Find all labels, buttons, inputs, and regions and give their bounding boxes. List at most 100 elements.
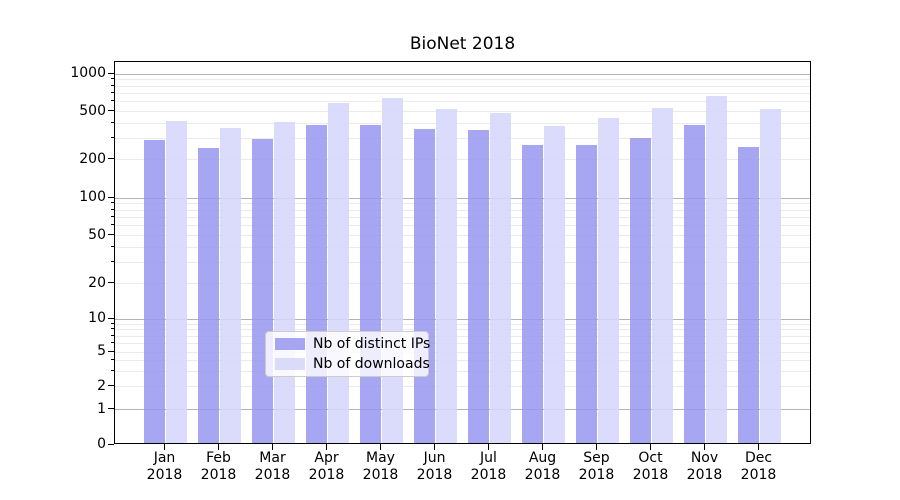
gridline-minor [115, 209, 810, 211]
bar-downloads-feb [219, 128, 242, 443]
x-tick-label: Mar 2018 [254, 450, 291, 483]
gridline-minor [115, 329, 810, 331]
x-tick-mark [218, 444, 219, 450]
plot-area [114, 60, 811, 444]
y-minor-tick-mark [110, 358, 114, 360]
downloads-swatch [275, 358, 305, 370]
bar-distinct-ips-nov [683, 124, 706, 443]
y-minor-tick-mark [110, 224, 114, 226]
y-minor-tick-mark [110, 369, 114, 371]
y-tick-label: 1000 [70, 65, 106, 82]
gridline-minor [115, 342, 810, 344]
chart-title: BioNet 2018 [409, 34, 516, 54]
y-minor-tick-mark [110, 92, 114, 94]
y-minor-tick-mark [110, 84, 114, 86]
bar-distinct-ips-sep [575, 144, 598, 443]
y-tick-label: 5 [97, 343, 106, 359]
x-tick-mark [704, 444, 705, 450]
x-tick-label: Apr 2018 [308, 450, 345, 483]
bar-distinct-ips-dec [737, 147, 760, 443]
y-tick-mark [108, 234, 114, 236]
y-tick-label: 1 [97, 400, 106, 417]
x-tick-label: Aug 2018 [524, 450, 561, 483]
y-minor-tick-mark [110, 121, 114, 123]
y-tick-mark [108, 317, 114, 319]
gridline-minor [115, 359, 810, 361]
y-tick-label: 100 [79, 189, 106, 206]
y-tick-mark [108, 196, 114, 198]
bar-downloads-oct [651, 108, 674, 443]
gridline-minor [115, 261, 810, 263]
gridline-minor [115, 93, 810, 95]
x-tick-label: Jan 2018 [146, 450, 183, 483]
x-tick-label: Dec 2018 [740, 450, 777, 483]
bar-downloads-jan [165, 121, 188, 443]
bar-downloads-jul [489, 112, 512, 443]
y-tick-mark [108, 158, 114, 160]
bar-distinct-ips-aug [521, 144, 544, 443]
y-tick-label: 0 [97, 436, 106, 452]
bar-distinct-ips-may [359, 125, 382, 443]
gridline-minor [115, 235, 810, 237]
bar-downloads-sep [597, 117, 620, 443]
x-tick-mark [272, 444, 273, 450]
x-tick-label: May 2018 [362, 450, 399, 483]
y-minor-tick-mark [110, 334, 114, 336]
x-tick-mark [758, 444, 759, 450]
bar-downloads-apr [327, 102, 350, 443]
x-tick-mark [380, 444, 381, 450]
y-minor-tick-mark [110, 260, 114, 262]
gridline-minor [115, 246, 810, 248]
x-tick-mark [164, 444, 165, 450]
bar-downloads-dec [759, 109, 782, 443]
gridline-minor [115, 283, 810, 285]
bar-distinct-ips-jun [413, 129, 436, 443]
bar-distinct-ips-oct [629, 138, 652, 443]
y-tick-label: 10 [88, 310, 106, 327]
x-tick-label: Sep 2018 [578, 450, 615, 483]
legend: Nb of distinct IPs Nb of downloads [265, 331, 430, 377]
y-minor-tick-mark [110, 202, 114, 204]
gridline-minor [115, 323, 810, 325]
gridline-minor [115, 111, 810, 113]
x-tick-label: Oct 2018 [632, 450, 669, 483]
gridline-minor [115, 203, 810, 205]
y-tick-mark [108, 72, 114, 74]
y-tick-label: 500 [79, 102, 106, 119]
bar-downloads-jun [435, 109, 458, 443]
bar-distinct-ips-mar [251, 139, 274, 443]
bar-distinct-ips-apr [305, 124, 328, 443]
y-tick-label: 50 [88, 226, 106, 243]
y-minor-tick-mark [110, 136, 114, 138]
bar-distinct-ips-jul [467, 129, 490, 443]
gridline-major [115, 409, 810, 410]
y-minor-tick-mark [110, 245, 114, 247]
legend-label-downloads: Nb of downloads [313, 356, 430, 372]
gridline-minor [115, 137, 810, 139]
bar-downloads-aug [543, 126, 566, 443]
gridline-minor [115, 335, 810, 337]
y-minor-tick-mark [110, 328, 114, 330]
x-tick-mark [488, 444, 489, 450]
gridline-minor [115, 85, 810, 87]
gridline-major [115, 73, 810, 75]
y-minor-tick-mark [110, 208, 114, 210]
gridline-minor [115, 122, 810, 124]
x-tick-label: Jun 2018 [416, 450, 453, 483]
y-tick-mark [108, 408, 114, 409]
gridline-minor [115, 351, 810, 353]
bar-distinct-ips-feb [197, 148, 220, 443]
gridline-minor [115, 79, 810, 81]
y-minor-tick-mark [110, 100, 114, 102]
legend-label-distinct-ips: Nb of distinct IPs [313, 336, 431, 352]
x-tick-label: Nov 2018 [686, 450, 723, 483]
bar-downloads-may [381, 98, 404, 443]
gridline-minor [115, 159, 810, 161]
y-tick-mark [108, 110, 114, 112]
y-tick-mark [108, 350, 114, 352]
legend-item-downloads: Nb of downloads [275, 356, 430, 372]
y-tick-label: 20 [88, 274, 106, 291]
y-minor-tick-mark [110, 78, 114, 80]
legend-item-distinct-ips: Nb of distinct IPs [275, 336, 430, 352]
